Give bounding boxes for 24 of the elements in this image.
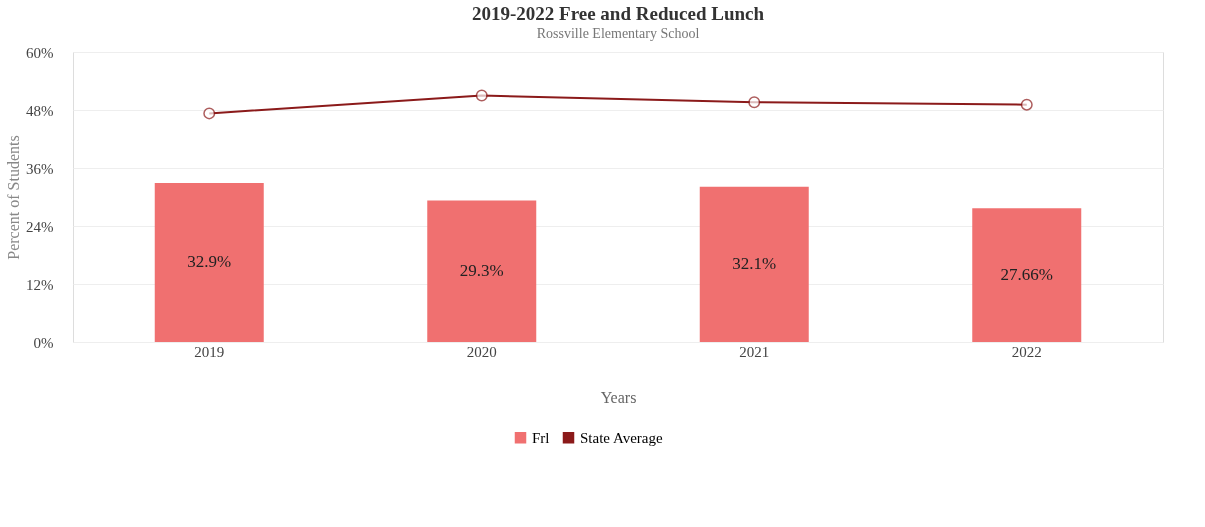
y-tick-label: 60% bbox=[26, 44, 54, 61]
legend-label: Frl bbox=[532, 429, 550, 446]
y-tick-label: 48% bbox=[26, 102, 54, 119]
legend-label: State Average bbox=[580, 429, 663, 446]
y-axis-title: Percent of Students bbox=[5, 135, 22, 260]
data-label: 32.1% bbox=[732, 254, 777, 274]
y-tick-label: 0% bbox=[33, 334, 54, 351]
x-tick-label: 2020 bbox=[466, 343, 497, 360]
chart-subtitle: Rossville Elementary School bbox=[536, 26, 700, 41]
data-label: 27.66% bbox=[1000, 265, 1053, 285]
point bbox=[203, 107, 216, 120]
point bbox=[748, 96, 761, 109]
y-tick-label: 24% bbox=[26, 218, 54, 235]
x-tick-label: 2019 bbox=[194, 343, 225, 360]
x-axis-title: Years bbox=[600, 388, 637, 406]
point bbox=[475, 89, 488, 102]
x-tick-label: 2022 bbox=[1011, 343, 1042, 360]
data-label: 29.3% bbox=[459, 261, 504, 281]
chart-title: 2019-2022 Free and Reduced Lunch bbox=[471, 3, 765, 24]
y-tick-label: 12% bbox=[26, 276, 54, 293]
point bbox=[1020, 98, 1033, 111]
y-tick-label: 36% bbox=[26, 160, 54, 177]
x-tick-label: 2021 bbox=[739, 343, 770, 360]
data-label: 32.9% bbox=[187, 252, 232, 272]
